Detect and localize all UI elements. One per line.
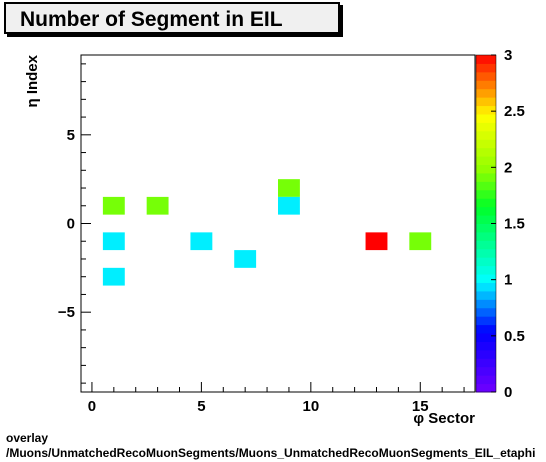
colorbar-band bbox=[476, 349, 496, 359]
colorbar-band bbox=[476, 299, 496, 309]
colorbar-band bbox=[476, 274, 496, 283]
y-tick-label: −5 bbox=[58, 304, 75, 321]
colorbar-band bbox=[476, 181, 496, 191]
colorbar-band bbox=[476, 113, 496, 123]
colorbar-band bbox=[476, 80, 496, 90]
colorbar-band bbox=[476, 375, 496, 385]
x-axis-label: φ Sector bbox=[413, 410, 475, 427]
colorbar-band bbox=[476, 383, 496, 393]
plot-frame bbox=[80, 54, 476, 393]
colorbar-band bbox=[476, 231, 496, 241]
y-tick-label: 0 bbox=[67, 216, 75, 233]
colorbar-band bbox=[476, 172, 496, 182]
heatmap-cell bbox=[146, 196, 169, 215]
colorbar-band bbox=[476, 240, 496, 250]
colorbar-band bbox=[476, 290, 496, 300]
colorbar-band bbox=[476, 316, 496, 326]
colorbar-band bbox=[476, 282, 496, 292]
colorbar-band bbox=[476, 164, 496, 174]
y-tick-label: 5 bbox=[67, 127, 75, 144]
heatmap-cell bbox=[409, 232, 432, 251]
colorbar-band bbox=[476, 189, 496, 199]
x-tick-label: 5 bbox=[197, 398, 205, 415]
colorbar-band bbox=[476, 324, 496, 334]
colorbar-band bbox=[476, 206, 496, 216]
heatmap-cell bbox=[102, 267, 125, 286]
colorbar-band bbox=[476, 366, 496, 376]
colorbar-band bbox=[476, 333, 496, 342]
footer-line-2: /Muons/UnmatchedRecoMuonSegments/Muons_U… bbox=[6, 446, 536, 460]
x-tick-label: 15 bbox=[412, 398, 429, 415]
colorbar-band bbox=[476, 71, 496, 81]
colorbar-tick-label: 0.5 bbox=[504, 328, 525, 345]
colorbar-band bbox=[476, 63, 496, 73]
colorbar-band bbox=[476, 147, 496, 157]
heatmap-cell bbox=[190, 232, 213, 251]
colorbar-band bbox=[476, 55, 496, 64]
x-tick-label: 0 bbox=[88, 398, 96, 415]
colorbar-band bbox=[476, 198, 496, 208]
colorbar-band bbox=[476, 105, 496, 115]
colorbar-tick-label: 2.5 bbox=[504, 103, 525, 120]
title-box: Number of Segment in EIL bbox=[4, 2, 340, 34]
colorbar-tick-label: 1 bbox=[504, 272, 512, 289]
x-tick-label: 10 bbox=[302, 398, 319, 415]
colorbar-tick-label: 1.5 bbox=[504, 216, 525, 233]
colorbar-band bbox=[476, 156, 496, 166]
y-axis-label: η Index bbox=[24, 54, 41, 107]
colorbar-tick-label: 0 bbox=[504, 384, 512, 401]
heatmap-cell bbox=[365, 232, 388, 251]
colorbar-band bbox=[476, 88, 496, 98]
footer-line-1: overlay bbox=[6, 431, 49, 445]
colorbar-band bbox=[476, 223, 496, 233]
colorbar-band bbox=[476, 97, 496, 107]
colorbar-band bbox=[476, 358, 496, 368]
colorbar-tick-label: 3 bbox=[504, 47, 512, 64]
heatmap-cell bbox=[102, 232, 125, 251]
colorbar-band bbox=[476, 215, 496, 224]
heatmap-cell bbox=[102, 196, 125, 215]
colorbar-band bbox=[476, 248, 496, 258]
colorbar-band bbox=[476, 307, 496, 317]
heatmap-cell bbox=[278, 196, 300, 215]
colorbar-band bbox=[476, 139, 496, 149]
colorbar-band bbox=[476, 257, 496, 267]
colorbar-tick-label: 2 bbox=[504, 159, 512, 176]
colorbar-band bbox=[476, 122, 496, 132]
colorbar-band bbox=[476, 341, 496, 351]
chart-title: Number of Segment in EIL bbox=[20, 8, 283, 31]
colorbar-band bbox=[476, 265, 496, 275]
heatmap-cell bbox=[234, 250, 257, 268]
colorbar-band bbox=[476, 130, 496, 140]
heatmap-cell bbox=[278, 179, 300, 197]
